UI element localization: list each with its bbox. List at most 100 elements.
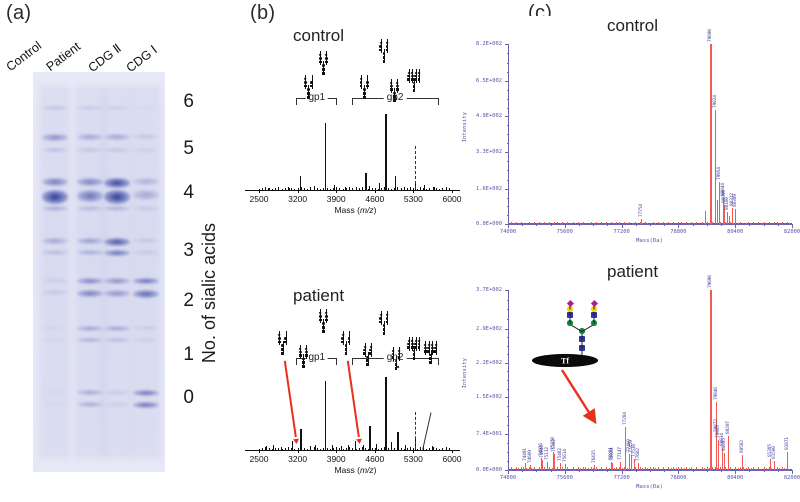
maldi-peak [345, 186, 347, 190]
esi-y-minor-tick [506, 388, 509, 390]
maldi-baseline-noise [275, 447, 277, 450]
esi-y-tick [505, 290, 509, 291]
esi-baseline-noise [781, 222, 783, 224]
esi-x-minor-tick [650, 224, 651, 226]
maldi-x-axis-title: Mass (m/z) [334, 205, 377, 215]
esi-y-tick-label: 0.0E+000 [476, 467, 502, 473]
esi-baseline-noise [518, 467, 520, 470]
maldi-baseline-noise [445, 447, 447, 450]
esi-baseline-noise [546, 468, 548, 470]
panel-a-gel: (a) Control Patient CDG Ⅱ CDG Ⅰ 6 5 4 3 … [0, 0, 240, 502]
maldi-baseline-noise [394, 187, 396, 190]
gel-band [104, 106, 131, 110]
maldi-baseline-noise [429, 188, 431, 190]
sialic-number-0: 0 [183, 387, 194, 408]
esi-baseline-noise [740, 222, 742, 224]
maldi-patient-title: patient [293, 286, 345, 305]
esi-x-tick-label: 80400 [727, 229, 744, 235]
gel-band [42, 402, 69, 407]
gel-lane-smear [102, 86, 133, 458]
esi-x-minor-tick [749, 224, 751, 226]
esi-baseline-noise [735, 222, 737, 224]
esi-peak [540, 458, 542, 470]
maldi-peak [385, 114, 387, 190]
esi-x-tick-label: 82000 [783, 475, 800, 481]
glycan-structure-icon [379, 308, 389, 336]
esi-y-minor-tick [506, 53, 509, 55]
esi-y-axis [508, 290, 509, 470]
esi-baseline-noise [724, 222, 726, 224]
esi-baseline-noise [727, 469, 729, 470]
esi-y-minor-tick [506, 107, 509, 109]
esi-x-tick [735, 224, 737, 228]
esi-baseline-noise [569, 223, 571, 224]
panel-b-maldi: (b) [240, 0, 460, 502]
maldi-baseline-noise [262, 447, 264, 450]
esi-baseline-noise [569, 469, 571, 470]
esi-baseline-noise [730, 222, 732, 224]
esi-baseline-noise [582, 222, 584, 224]
esi-baseline-noise [737, 222, 739, 224]
esi-baseline-noise [590, 467, 592, 470]
esi-y-tick [505, 151, 509, 153]
esi-baseline-noise [750, 222, 752, 224]
gel-lane-smear [130, 86, 161, 458]
esi-x-tick [564, 470, 566, 474]
esi-baseline-noise [786, 222, 788, 224]
esi-baseline-noise [766, 222, 768, 224]
maldi-baseline-noise [268, 448, 270, 450]
maldi-baseline-noise [387, 447, 389, 450]
maldi-baseline-noise [384, 447, 386, 450]
gp-bracket: gp1 [296, 352, 338, 365]
esi-baseline-noise [621, 222, 623, 224]
maldi-baseline-noise [329, 188, 331, 190]
esi-x-minor-tick [664, 224, 666, 226]
maldi-x-tick-label: 6000 [442, 454, 462, 464]
maldi-baseline-noise [332, 448, 334, 450]
esi-baseline-noise [590, 222, 592, 224]
maldi-baseline-noise [390, 189, 392, 190]
esi-baseline-noise [758, 222, 760, 224]
esi-y-tick [505, 116, 509, 118]
esi-y-minor-tick [506, 319, 509, 321]
esi-y-minor-tick [506, 354, 509, 356]
esi-baseline-noise [773, 222, 775, 224]
esi-baseline-noise [515, 222, 517, 224]
esi-peak [559, 463, 561, 470]
gel-band [132, 134, 159, 140]
maldi-baseline-noise [339, 187, 341, 190]
esi-baseline-noise [603, 223, 605, 224]
esi-baseline-noise [735, 466, 737, 470]
peak-leader-line [414, 412, 416, 449]
maldi-baseline-noise [352, 448, 354, 450]
maldi-baseline-noise [291, 187, 293, 190]
esi-baseline-noise [693, 223, 695, 224]
esi-baseline-noise [619, 467, 621, 470]
esi-peak [565, 463, 567, 470]
esi-x-minor-tick [579, 224, 580, 226]
esi-peak [705, 210, 707, 224]
maldi-x-tick-label: 2500 [249, 454, 269, 464]
esi-baseline-noise [691, 466, 693, 470]
esi-x-tick [678, 470, 680, 474]
glycan-structure-icon [379, 36, 389, 64]
esi-baseline-noise [588, 222, 590, 224]
esi-y-tick-label: 4.9E+002 [476, 113, 502, 120]
esi-baseline-noise [559, 222, 561, 224]
gel-lane-labels: Control Patient CDG Ⅱ CDG Ⅰ [4, 12, 178, 75]
maldi-peak [309, 186, 311, 190]
esi-baseline-noise [776, 467, 778, 470]
esi-baseline-noise [660, 222, 662, 224]
esi-peak [722, 197, 724, 224]
maldi-baseline-noise [284, 448, 286, 450]
maldi-baseline-noise [442, 187, 444, 190]
esi-baseline-noise [789, 469, 791, 470]
maldi-baseline-noise [368, 448, 370, 450]
esi-x-minor-tick [721, 224, 722, 226]
maldi-baseline-noise [284, 188, 286, 190]
sialic-number-3: 3 [183, 240, 194, 261]
maldi-peak [273, 445, 275, 450]
esi-baseline-noise [660, 468, 662, 470]
esi-x-axis-title: Mass(Da) [636, 238, 663, 244]
esi-baseline-noise [701, 222, 703, 224]
